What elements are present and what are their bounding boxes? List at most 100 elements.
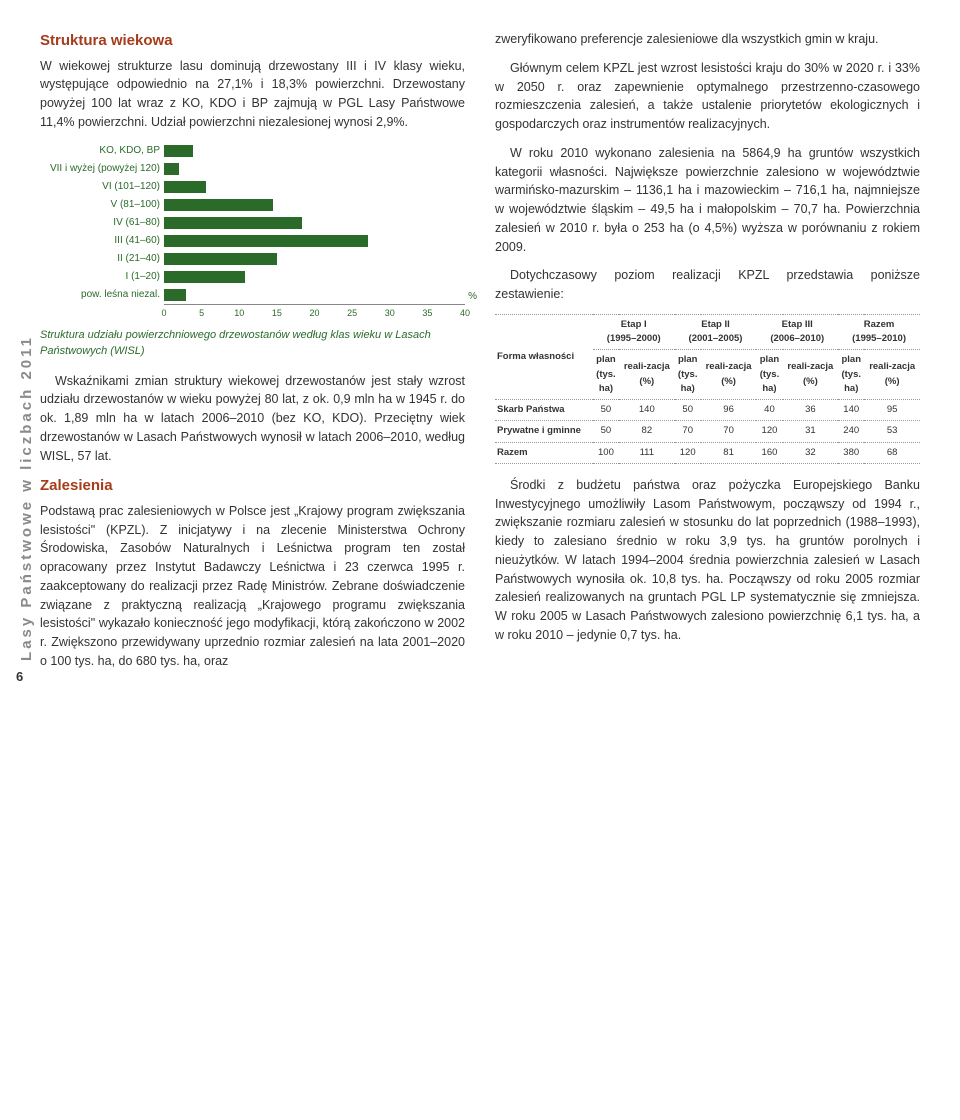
chart-tick: 30 <box>385 307 395 321</box>
chart-tick: 40 <box>460 307 470 321</box>
th-subcol: reali-zacja(%) <box>701 350 757 400</box>
table-cell: 82 <box>619 421 675 442</box>
chart-category-label: I (1–20) <box>40 269 164 284</box>
chart-bar <box>164 217 302 229</box>
chart-row: pow. leśna niezal. <box>40 286 465 304</box>
th-subcol: plan(tys.ha) <box>593 350 619 400</box>
chart-tick: 25 <box>347 307 357 321</box>
row-label: Prywatne i gminne <box>495 421 593 442</box>
table-cell: 40 <box>756 400 782 421</box>
table-cell: 140 <box>619 400 675 421</box>
table-cell: 70 <box>675 421 701 442</box>
paragraph-struktura-1: W wiekowej strukturze lasu dominują drze… <box>40 57 465 132</box>
left-column: Struktura wiekowa W wiekowej strukturze … <box>40 30 465 681</box>
chart-category-label: V (81–100) <box>40 197 164 212</box>
chart-tick: 5 <box>199 307 204 321</box>
table-cell: 380 <box>838 442 864 463</box>
chart-bar-area <box>164 144 465 158</box>
section-title-struktura: Struktura wiekowa <box>40 30 465 53</box>
table-cell: 140 <box>838 400 864 421</box>
chart-caption: Struktura udziału powierzchniowego drzew… <box>40 327 465 360</box>
chart-tick: 20 <box>309 307 319 321</box>
chart-category-label: II (21–40) <box>40 251 164 266</box>
chart-x-axis: % 0510152025303540 <box>164 304 465 321</box>
chart-row: I (1–20) <box>40 268 465 286</box>
chart-bar <box>164 145 193 157</box>
paragraph-right-5: Środki z budżetu państwa oraz pożyczka E… <box>495 476 920 645</box>
th-forma: Forma własności <box>495 314 593 399</box>
chart-category-label: pow. leśna niezal. <box>40 287 164 302</box>
chart-category-label: VII i wyżej (powyżej 120) <box>40 161 164 176</box>
table-cell: 50 <box>675 400 701 421</box>
chart-bar-area <box>164 198 465 212</box>
chart-category-label: KO, KDO, BP <box>40 143 164 158</box>
paragraph-right-4: Dotychczasowy poziom realizacji KPZL prz… <box>495 266 920 304</box>
chart-unit-label: % <box>468 289 477 304</box>
th-etap2: Etap II(2001–2005) <box>675 314 757 350</box>
chart-bar-area <box>164 162 465 176</box>
table-row: Skarb Państwa501405096403614095 <box>495 400 920 421</box>
table-cell: 96 <box>701 400 757 421</box>
table-cell: 100 <box>593 442 619 463</box>
table-cell: 160 <box>756 442 782 463</box>
row-label: Skarb Państwa <box>495 400 593 421</box>
chart-bar-area <box>164 216 465 230</box>
th-subcol: reali-zacja(%) <box>783 350 839 400</box>
chart-row: III (41–60) <box>40 232 465 250</box>
chart-bar-area <box>164 288 465 302</box>
chart-category-label: VI (101–120) <box>40 179 164 194</box>
table-cell: 81 <box>701 442 757 463</box>
age-structure-chart: KO, KDO, BP VII i wyżej (powyżej 120) VI (… <box>40 142 465 321</box>
paragraph-right-3: W roku 2010 wykonano zalesienia na 5864,… <box>495 144 920 257</box>
table-cell: 120 <box>756 421 782 442</box>
chart-bar-area <box>164 180 465 194</box>
paragraph-right-1: zweryfikowano preferencje zalesieniowe d… <box>495 30 920 49</box>
paragraph-zalesienia-1: Podstawą prac zalesieniowych w Polsce je… <box>40 502 465 671</box>
th-subcol: plan(tys.ha) <box>756 350 782 400</box>
th-subcol: reali-zacja(%) <box>864 350 920 400</box>
chart-bar <box>164 163 179 175</box>
page-wrap: Lasy Państwowe w liczbach 2011 6 Struktu… <box>40 30 920 681</box>
two-column-layout: Struktura wiekowa W wiekowej strukturze … <box>40 30 920 681</box>
kpzl-table: Forma własności Etap I(1995–2000) Etap I… <box>495 314 920 464</box>
chart-bar-area <box>164 270 465 284</box>
th-subcol: plan(tys.ha) <box>675 350 701 400</box>
table-cell: 50 <box>593 421 619 442</box>
section-title-zalesienia: Zalesienia <box>40 475 465 498</box>
right-column: zweryfikowano preferencje zalesieniowe d… <box>495 30 920 681</box>
table-cell: 36 <box>783 400 839 421</box>
table-row: Prywatne i gminne508270701203124053 <box>495 421 920 442</box>
table-cell: 32 <box>783 442 839 463</box>
row-label: Razem <box>495 442 593 463</box>
table-cell: 68 <box>864 442 920 463</box>
table-cell: 53 <box>864 421 920 442</box>
table-cell: 95 <box>864 400 920 421</box>
chart-bar <box>164 199 273 211</box>
table-cell: 120 <box>675 442 701 463</box>
th-razem: Razem(1995–2010) <box>838 314 920 350</box>
table-cell: 31 <box>783 421 839 442</box>
table-cell: 111 <box>619 442 675 463</box>
chart-bar <box>164 271 245 283</box>
chart-bar <box>164 289 186 301</box>
table-row: Razem100111120811603238068 <box>495 442 920 463</box>
chart-row: VI (101–120) <box>40 178 465 196</box>
chart-row: KO, KDO, BP <box>40 142 465 160</box>
th-subcol: reali-zacja(%) <box>619 350 675 400</box>
chart-category-label: IV (61–80) <box>40 215 164 230</box>
paragraph-struktura-2: Wskaźnikami zmian struktury wiekowej drz… <box>40 372 465 466</box>
chart-row: VII i wyżej (powyżej 120) <box>40 160 465 178</box>
th-etap1: Etap I(1995–2000) <box>593 314 675 350</box>
chart-row: II (21–40) <box>40 250 465 268</box>
table-cell: 240 <box>838 421 864 442</box>
chart-tick: 15 <box>272 307 282 321</box>
chart-bar <box>164 235 368 247</box>
chart-tick: 10 <box>234 307 244 321</box>
chart-tick: 0 <box>161 307 166 321</box>
chart-tick: 35 <box>422 307 432 321</box>
chart-bar-area <box>164 234 465 248</box>
table-cell: 70 <box>701 421 757 442</box>
page-number: 6 <box>16 667 23 687</box>
chart-bar-area <box>164 252 465 266</box>
chart-row: IV (61–80) <box>40 214 465 232</box>
